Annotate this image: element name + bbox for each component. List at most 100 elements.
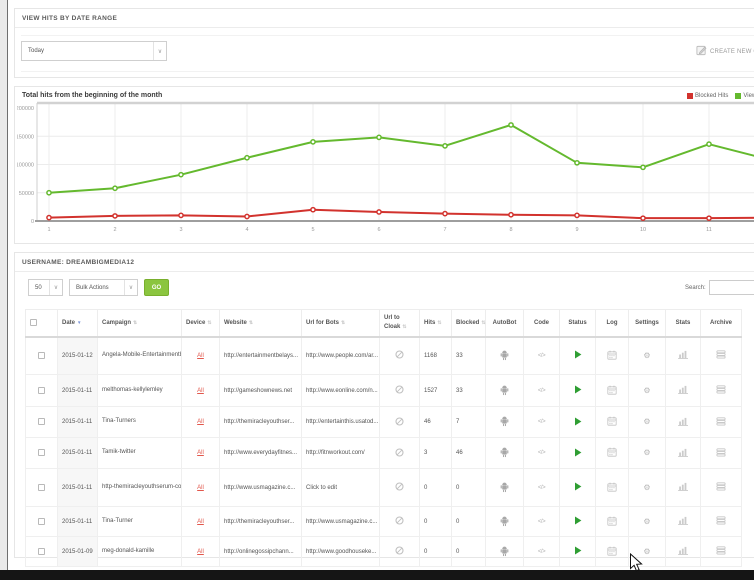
gear-icon[interactable]: ⚙ (643, 546, 651, 556)
calendar-icon[interactable] (607, 447, 617, 459)
calendar-icon[interactable] (607, 546, 617, 558)
sort-icon[interactable]: ⇅ (402, 323, 407, 330)
cloak-disabled-icon[interactable] (395, 546, 404, 557)
code-icon[interactable]: </> (537, 450, 546, 456)
sort-icon[interactable]: ⇅ (341, 319, 346, 326)
cell-website[interactable]: http://onlinegossipchann... (219, 536, 302, 567)
device-link[interactable]: All (197, 387, 204, 394)
stats-icon[interactable] (677, 516, 689, 527)
cell-url-for-bots[interactable]: http://www.people.com/ar... (301, 336, 380, 375)
android-icon[interactable] (499, 350, 510, 363)
column-header-hits[interactable]: Hits ⇅ (419, 309, 452, 338)
row-checkbox[interactable] (38, 547, 45, 555)
cell-website[interactable]: http://themiracleyouthser... (219, 506, 302, 537)
bulk-actions-select[interactable]: Bulk Actions ∨ (69, 279, 138, 296)
play-icon[interactable] (574, 516, 582, 527)
column-header-website[interactable]: Website ⇅ (219, 309, 302, 338)
cell-url-for-bots[interactable]: Click to edit (301, 468, 380, 507)
cell-website[interactable]: http://entertainmentbelays... (219, 336, 302, 375)
code-icon[interactable]: </> (537, 352, 546, 359)
calendar-icon[interactable] (607, 482, 617, 494)
row-checkbox[interactable] (38, 418, 45, 426)
device-link[interactable]: All (197, 352, 204, 359)
calendar-icon[interactable] (607, 416, 617, 428)
sort-icon[interactable]: ⇅ (481, 319, 486, 326)
gear-icon[interactable]: ⚙ (643, 516, 651, 526)
gear-icon[interactable]: ⚙ (643, 350, 651, 360)
cell-website[interactable]: http://www.everydayfitnes... (219, 437, 302, 469)
play-icon[interactable] (574, 448, 582, 459)
gear-icon[interactable]: ⚙ (643, 482, 651, 492)
code-icon[interactable]: </> (537, 484, 546, 491)
cloak-disabled-icon[interactable] (395, 350, 404, 361)
cloak-disabled-icon[interactable] (395, 516, 404, 527)
gear-icon[interactable]: ⚙ (643, 417, 651, 426)
cell-url-for-bots[interactable]: http://www.eonline.com/n... (301, 374, 380, 407)
row-checkbox[interactable] (38, 352, 45, 360)
cell-url-for-bots[interactable]: http://www.goodhouseke... (301, 536, 380, 567)
stats-icon[interactable] (677, 417, 689, 428)
calendar-icon[interactable] (607, 385, 617, 397)
row-checkbox[interactable] (38, 517, 45, 525)
cell-website[interactable]: http://www.usmagazine.c... (219, 468, 302, 507)
column-header-url-to-cloak[interactable]: Url to Cloak ⇅ (379, 309, 420, 338)
stats-icon[interactable] (677, 351, 689, 361)
column-header-device[interactable]: Device ⇅ (181, 309, 220, 338)
cell-url-for-bots[interactable]: http://www.usmagazine.c... (301, 506, 380, 537)
date-range-select[interactable]: Today ∨ (21, 41, 167, 61)
row-checkbox[interactable] (38, 449, 45, 457)
android-icon[interactable] (499, 385, 510, 398)
code-icon[interactable]: </> (537, 419, 546, 425)
go-button[interactable]: GO (144, 279, 169, 296)
checkbox-icon[interactable] (30, 318, 37, 326)
play-icon[interactable] (574, 546, 582, 557)
play-icon[interactable] (574, 417, 582, 428)
android-icon[interactable] (499, 516, 510, 529)
calendar-icon[interactable] (607, 350, 617, 362)
cloak-disabled-icon[interactable] (395, 447, 404, 459)
cloak-disabled-icon[interactable] (395, 416, 404, 428)
cell-url-for-bots[interactable]: http://fitnworkout.com/ (301, 437, 380, 469)
device-link[interactable]: All (197, 419, 204, 425)
device-link[interactable]: All (197, 484, 204, 491)
android-icon[interactable] (499, 416, 510, 429)
device-link[interactable]: All (197, 518, 204, 525)
archive-icon[interactable] (716, 447, 726, 459)
play-icon[interactable] (574, 482, 582, 493)
stats-icon[interactable] (677, 448, 689, 459)
sort-icon[interactable]: ⇅ (248, 319, 254, 326)
device-link[interactable]: All (197, 548, 204, 555)
sort-icon[interactable]: ⇅ (437, 319, 442, 326)
column-header-campaign[interactable]: Campaign ⇅ (97, 309, 182, 338)
page-size-select[interactable]: 50 ∨ (28, 279, 63, 296)
archive-icon[interactable] (716, 516, 726, 527)
row-checkbox[interactable] (38, 386, 45, 394)
create-campaign-button[interactable]: CREATE NEW CAMPAIGN (696, 45, 754, 58)
sort-icon[interactable]: ⇅ (207, 319, 212, 326)
archive-icon[interactable] (716, 350, 726, 361)
select-all-checkbox[interactable] (25, 309, 58, 338)
stats-icon[interactable] (677, 385, 689, 396)
play-icon[interactable] (574, 385, 582, 396)
stats-icon[interactable] (677, 482, 689, 493)
archive-icon[interactable] (716, 546, 726, 557)
device-link[interactable]: All (197, 450, 204, 456)
android-icon[interactable] (499, 546, 510, 559)
row-checkbox[interactable] (38, 483, 45, 491)
column-header-url-for-bots[interactable]: Url for Bots ⇅ (301, 309, 380, 338)
cloak-disabled-icon[interactable] (395, 482, 404, 493)
archive-icon[interactable] (716, 416, 726, 428)
sort-icon[interactable]: ⇅ (133, 319, 138, 326)
archive-icon[interactable] (716, 482, 726, 493)
column-header-date[interactable]: Date ▼ (57, 309, 98, 338)
android-icon[interactable] (499, 482, 510, 495)
cloak-disabled-icon[interactable] (395, 385, 404, 396)
calendar-icon[interactable] (607, 516, 617, 528)
gear-icon[interactable]: ⚙ (643, 385, 651, 395)
search-input[interactable] (708, 280, 754, 295)
sort-desc-icon[interactable]: ▼ (77, 319, 82, 325)
cell-website[interactable]: http://gameshownews.net (219, 374, 302, 407)
play-icon[interactable] (574, 350, 582, 361)
stats-icon[interactable] (677, 546, 689, 557)
android-icon[interactable] (499, 447, 510, 460)
